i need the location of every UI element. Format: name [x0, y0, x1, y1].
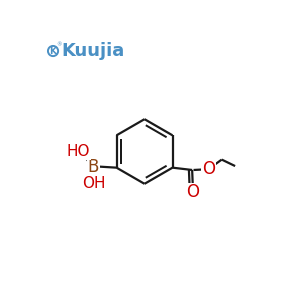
- Text: OH: OH: [82, 176, 105, 191]
- Text: O: O: [186, 183, 199, 201]
- Text: K: K: [50, 46, 56, 56]
- Text: HO: HO: [67, 144, 90, 159]
- Text: B: B: [88, 158, 99, 175]
- Text: ®: ®: [56, 43, 62, 48]
- Text: O: O: [202, 160, 215, 178]
- Text: Kuujia: Kuujia: [62, 42, 125, 60]
